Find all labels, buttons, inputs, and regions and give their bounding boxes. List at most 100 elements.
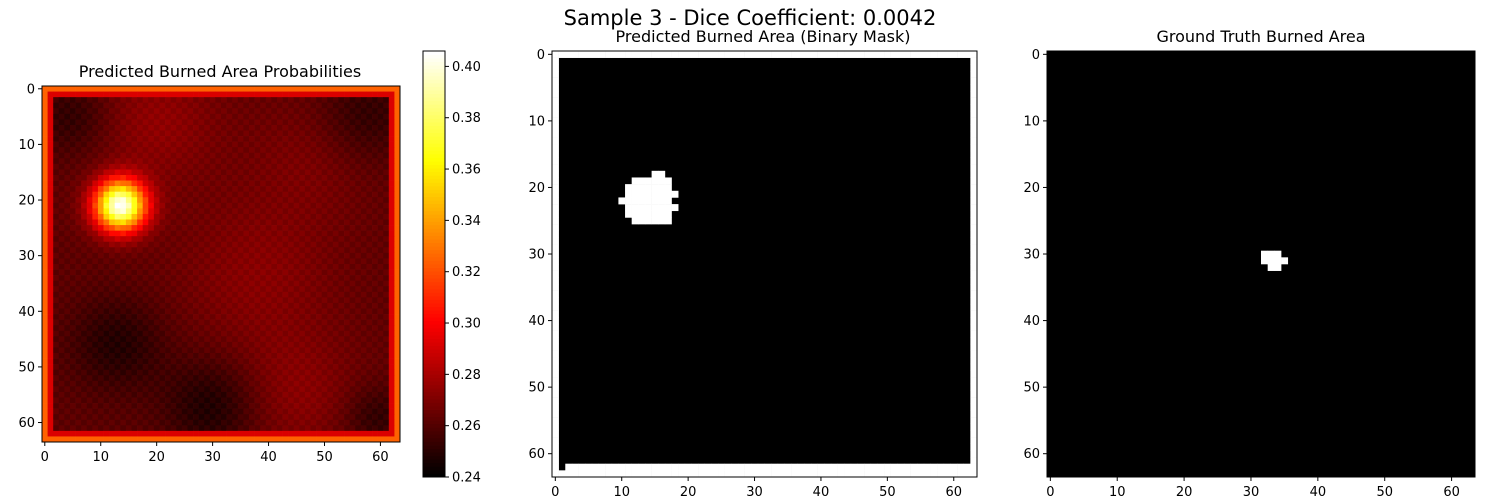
- heatmap-cell: [372, 425, 378, 432]
- heatmap-cell: [81, 175, 88, 181]
- heatmap-cell: [69, 414, 76, 421]
- heatmap-cell: [366, 325, 373, 332]
- heatmap-cell: [226, 408, 233, 415]
- heatmap-cell: [243, 158, 250, 165]
- heatmap-cell: [221, 275, 227, 282]
- heatmap-cell: [142, 319, 149, 326]
- heatmap-cell: [204, 191, 211, 198]
- heatmap-cell: [355, 375, 362, 382]
- heatmap-cell: [198, 247, 205, 254]
- heatmap-cell: [355, 347, 362, 354]
- heatmap-cell: [360, 86, 367, 92]
- heatmap-cell: [159, 369, 166, 376]
- heatmap-cell: [148, 308, 155, 315]
- heatmap-cell: [338, 102, 345, 109]
- heatmap-cell: [338, 158, 345, 165]
- heatmap-cell: [237, 108, 244, 115]
- heatmap-cell: [53, 108, 60, 115]
- heatmap-cell: [321, 119, 328, 126]
- heatmap-cell: [338, 97, 345, 104]
- colorbar-segment: [423, 61, 445, 66]
- heatmap-cell: [42, 264, 48, 270]
- mask-pixel: [611, 463, 619, 471]
- heatmap-cell: [92, 186, 99, 193]
- heatmap-cell: [299, 264, 306, 270]
- heatmap-cell: [327, 330, 334, 337]
- heatmap-cell: [316, 269, 323, 276]
- heatmap-cell: [293, 169, 300, 176]
- heatmap-cell: [153, 280, 160, 287]
- heatmap-cell: [366, 169, 373, 176]
- heatmap-cell: [193, 108, 199, 115]
- heatmap-cell: [75, 219, 82, 226]
- colorbar-tick-label: 0.24: [452, 471, 481, 486]
- heatmap-cell: [372, 180, 378, 187]
- mask-pixel: [552, 244, 559, 251]
- heatmap-cell: [349, 358, 356, 365]
- heatmap-cell: [42, 158, 48, 165]
- heatmap-cell: [193, 347, 199, 354]
- heatmap-cell: [187, 119, 194, 126]
- heatmap-cell: [276, 213, 283, 220]
- heatmap-cell: [282, 314, 289, 320]
- heatmap-cell: [265, 119, 272, 126]
- heatmap-cell: [181, 414, 188, 421]
- heatmap-cell: [288, 414, 295, 421]
- heatmap-cell: [237, 297, 244, 304]
- heatmap-cell: [75, 336, 82, 343]
- mask-pixel: [591, 470, 599, 478]
- heatmap-cell: [148, 275, 155, 282]
- heatmap-cell: [265, 364, 272, 371]
- heatmap-cell: [310, 141, 317, 148]
- heatmap-cell: [125, 308, 132, 315]
- heatmap-cell: [248, 430, 255, 437]
- heatmap-cell: [170, 347, 177, 354]
- heatmap-cell: [265, 130, 272, 137]
- heatmap-cell: [254, 247, 261, 254]
- heatmap-cell: [372, 219, 378, 226]
- heatmap-cell: [221, 180, 227, 187]
- heatmap-cell: [271, 369, 278, 376]
- heatmap-cell: [248, 119, 255, 126]
- heatmap-cell: [276, 397, 283, 404]
- heatmap-cell: [221, 319, 227, 326]
- heatmap-cell: [260, 353, 267, 359]
- heatmap-cell: [254, 364, 261, 371]
- heatmap-cell: [120, 197, 127, 204]
- heatmap-cell: [69, 252, 76, 259]
- heatmap-cell: [332, 430, 339, 437]
- heatmap-cell: [344, 314, 350, 320]
- heatmap-cell: [103, 364, 110, 371]
- heatmap-cell: [304, 97, 311, 104]
- heatmap-cell: [355, 180, 362, 187]
- colorbar-segment: [423, 469, 445, 474]
- heatmap-cell: [64, 386, 71, 393]
- heatmap-cell: [288, 358, 295, 365]
- heatmap-cell: [81, 264, 88, 270]
- heatmap-cell: [377, 163, 384, 170]
- colorbar-segment: [423, 363, 445, 368]
- heatmap-cell: [338, 119, 345, 126]
- mask-pixel: [910, 51, 918, 58]
- heatmap-cell: [372, 269, 378, 276]
- heatmap-cell: [204, 180, 211, 187]
- heatmap-cell: [109, 264, 116, 270]
- heatmap-cell: [299, 425, 306, 432]
- heatmap-cell: [137, 113, 144, 120]
- heatmap-cell: [355, 230, 362, 237]
- heatmap-cell: [344, 258, 350, 265]
- heatmap-cell: [92, 436, 99, 443]
- heatmap-cell: [299, 130, 306, 137]
- mask-pixel: [970, 51, 978, 58]
- heatmap-cell: [344, 102, 350, 109]
- heatmap-cell: [92, 247, 99, 254]
- mask-pixel: [877, 51, 885, 58]
- heatmap-cell: [181, 102, 188, 109]
- heatmap-cell: [248, 403, 255, 409]
- heatmap-cell: [165, 280, 171, 287]
- heatmap-cell: [265, 308, 272, 315]
- heatmap-cell: [170, 186, 177, 193]
- mask-pixel: [684, 463, 692, 471]
- heatmap-cell: [165, 308, 171, 315]
- heatmap-cell: [109, 208, 116, 215]
